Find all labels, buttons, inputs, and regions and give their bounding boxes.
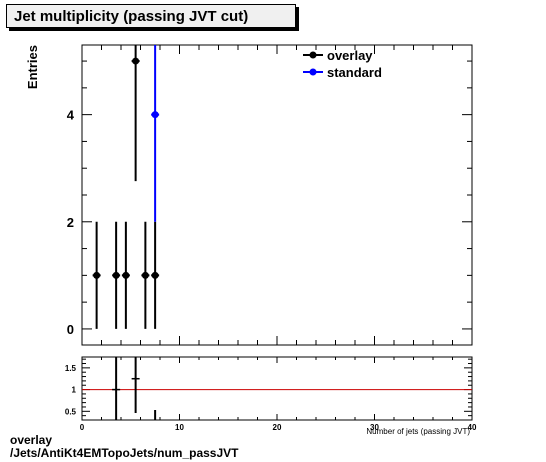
legend-marker-1 bbox=[309, 68, 317, 76]
plot-title-box: Jet multiplicity (passing JVT cut) bbox=[6, 4, 296, 28]
ratio-x-tick-label: 40 bbox=[468, 423, 477, 432]
ratio-x-axis-label: Number of jets (passing JVT) bbox=[366, 427, 470, 436]
footer-label: overlay bbox=[10, 433, 53, 447]
ratio-x-tick-label: 0 bbox=[80, 423, 85, 432]
ratio-plot-frame bbox=[81, 356, 473, 421]
ratio-y-tick-label: 0.5 bbox=[65, 407, 77, 416]
ratio-y-tick-label: 1 bbox=[72, 386, 77, 395]
series-0-point bbox=[141, 271, 149, 279]
main-y-tick-label: 0 bbox=[67, 322, 74, 337]
legend-label-1: standard bbox=[327, 65, 382, 80]
series-0-point bbox=[132, 57, 140, 65]
series-1-point bbox=[151, 111, 159, 119]
series-0-point bbox=[93, 271, 101, 279]
series-0-point bbox=[151, 271, 159, 279]
legend-label-0: overlay bbox=[327, 48, 373, 63]
main-plot-frame bbox=[81, 44, 473, 346]
ratio-x-tick-label: 10 bbox=[175, 423, 184, 432]
ratio-x-tick-label: 30 bbox=[370, 423, 379, 432]
legend-marker-0 bbox=[309, 51, 317, 59]
main-y-axis-label: Entries bbox=[25, 45, 40, 89]
series-0-point bbox=[122, 271, 130, 279]
ratio-y-tick-label: 1.5 bbox=[65, 364, 77, 373]
series-0-point bbox=[112, 271, 120, 279]
ratio-x-tick-label: 20 bbox=[273, 423, 282, 432]
main-data-group bbox=[92, 45, 160, 329]
histogram-path: /Jets/AntiKt4EMTopoJets/num_passJVT bbox=[10, 446, 239, 460]
main-y-tick-label: 2 bbox=[67, 215, 74, 230]
plot-title: Jet multiplicity (passing JVT cut) bbox=[14, 8, 249, 25]
main-y-tick-label: 4 bbox=[67, 108, 75, 123]
ratio-data-group bbox=[82, 357, 472, 420]
